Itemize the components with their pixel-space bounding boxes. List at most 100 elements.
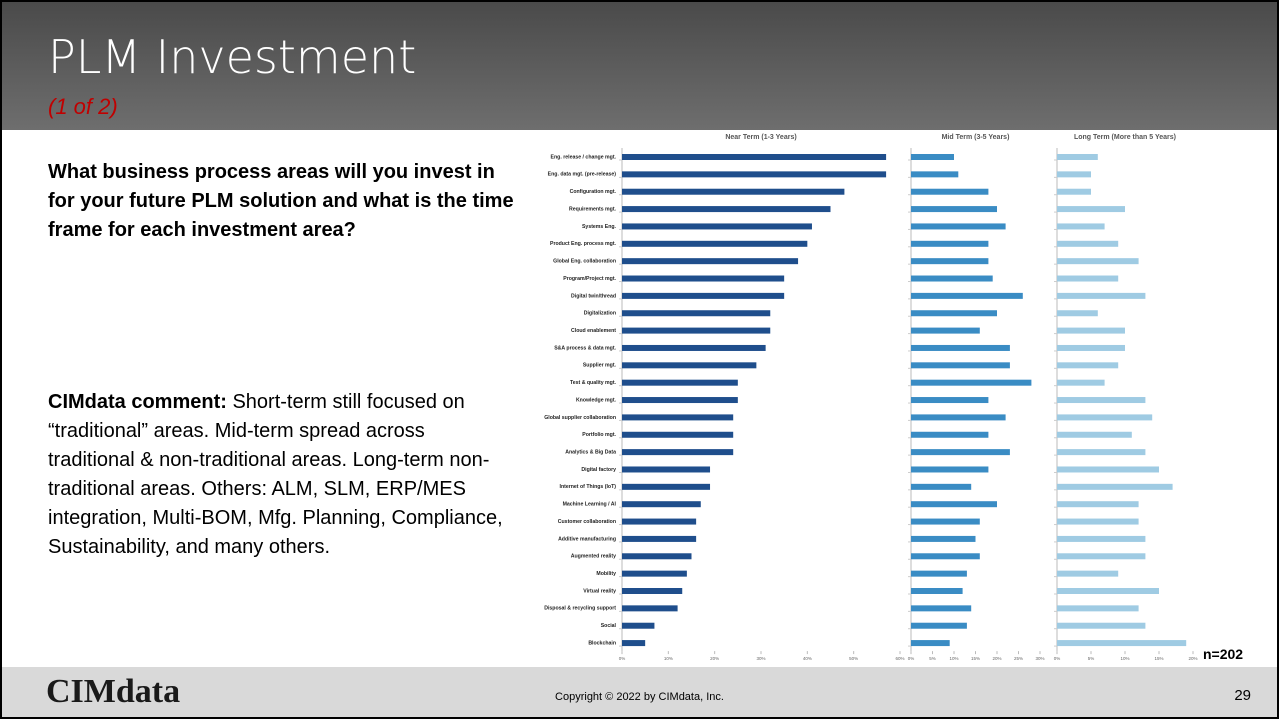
- x-tick-label: 15%: [1154, 656, 1163, 661]
- bar: [911, 588, 963, 594]
- x-tick-label: 50%: [849, 656, 858, 661]
- bar: [911, 292, 1023, 299]
- logo: CIMdata: [46, 673, 181, 710]
- bar: [911, 466, 989, 473]
- bar: [622, 518, 697, 525]
- x-tick-label: 30%: [756, 656, 765, 661]
- chart-title: Long Term (More than 5 Years): [1074, 134, 1176, 141]
- category-label: Customer collaboration: [558, 519, 616, 525]
- bar: [911, 483, 972, 490]
- chart-title: Near Term (1-3 Years): [725, 134, 796, 141]
- comment: Short-term still focused on “traditional…: [48, 391, 503, 558]
- x-tick-label: 60%: [895, 656, 904, 661]
- slide-subtitle: (1 of 2): [48, 94, 118, 119]
- bar: [911, 154, 954, 160]
- bar: [911, 379, 1032, 386]
- x-tick-label: 25%: [1014, 656, 1023, 661]
- bar: [1057, 640, 1187, 647]
- category-label: Blockchain: [588, 640, 616, 646]
- bar: [1057, 310, 1098, 317]
- bar: [622, 154, 887, 160]
- bar: [1057, 379, 1105, 386]
- bar: [622, 483, 711, 490]
- bar: [1057, 622, 1146, 629]
- bar: [622, 327, 771, 334]
- bar: [1057, 275, 1119, 282]
- bar: [622, 275, 785, 282]
- bar: [1057, 518, 1139, 525]
- bar: [911, 240, 989, 247]
- category-label: Digital factory: [581, 467, 616, 473]
- bar: [622, 171, 887, 178]
- bar: [911, 605, 972, 612]
- x-tick-label: 0%: [619, 656, 626, 661]
- bar: [1057, 240, 1119, 247]
- bar: [911, 553, 980, 560]
- x-tick-label: 40%: [803, 656, 812, 661]
- category-label: Digitalization: [584, 311, 616, 317]
- bar: [1057, 292, 1146, 299]
- category-label: Global supplier collaboration: [544, 415, 616, 421]
- category-label: Eng. data mgt. (pre-release): [548, 172, 617, 178]
- bar: [911, 640, 950, 647]
- x-tick-label: 5%: [1088, 656, 1095, 661]
- bar: [622, 362, 757, 369]
- bar: [911, 258, 989, 265]
- category-label: Eng. release / change mgt.: [551, 154, 617, 160]
- bar: [1057, 588, 1159, 594]
- category-label: Test & quality mgt.: [570, 380, 617, 386]
- bar: [622, 535, 697, 542]
- bar: [622, 344, 766, 351]
- category-label: Virtual reality: [583, 588, 616, 594]
- category-label: Requirements mgt.: [569, 206, 617, 212]
- bar: [622, 588, 683, 594]
- bar: [911, 344, 1010, 351]
- category-label: S&A process & data mgt.: [554, 345, 616, 351]
- footer: CIMdata Copyright © 2022 by CIMdata, Inc…: [2, 667, 1277, 717]
- category-label: Additive manufacturing: [558, 536, 616, 542]
- bar: [622, 431, 734, 438]
- category-label: Machine Learning / AI: [563, 502, 617, 508]
- bar: [911, 535, 976, 542]
- bar: [1057, 466, 1159, 473]
- bar: [622, 292, 785, 299]
- bar: [1057, 188, 1091, 195]
- category-label: Social: [601, 623, 617, 629]
- x-tick-label: 0%: [908, 656, 915, 661]
- bar: [1057, 397, 1146, 404]
- bar: [622, 397, 738, 404]
- bar: [622, 310, 771, 317]
- bar: [1057, 362, 1119, 369]
- category-label: Program/Project mgt.: [563, 276, 616, 282]
- bar: [1057, 605, 1139, 612]
- bar: [622, 622, 655, 629]
- bar: [622, 605, 678, 612]
- category-label: Portfolio mgt.: [582, 432, 616, 438]
- bar: [1057, 414, 1153, 421]
- bar: [1057, 223, 1105, 230]
- bar: [911, 223, 1006, 230]
- bar: [911, 414, 1006, 421]
- bar: [622, 206, 831, 213]
- category-label: Systems Eng.: [582, 224, 617, 230]
- x-tick-label: 0%: [1054, 656, 1061, 661]
- bar: [911, 431, 989, 438]
- bar: [911, 327, 980, 334]
- bar: [911, 310, 997, 317]
- bar: [1057, 154, 1098, 160]
- copyright: Copyright © 2022 by CIMdata, Inc.: [555, 691, 724, 703]
- bar: [911, 397, 989, 404]
- bar: [622, 640, 646, 647]
- bar: [622, 240, 808, 247]
- comment-label: CIMdata comment:: [48, 391, 227, 413]
- x-tick-label: 20%: [1188, 656, 1197, 661]
- bar: [1057, 501, 1139, 508]
- x-tick-label: 5%: [929, 656, 936, 661]
- bar: [622, 223, 812, 230]
- bar: [911, 362, 1010, 369]
- x-tick-label: 10%: [949, 656, 958, 661]
- question: What business process areas will you inv…: [48, 161, 514, 241]
- category-label: Internet of Things (IoT): [560, 484, 617, 490]
- category-label: Supplier mgt.: [583, 363, 617, 369]
